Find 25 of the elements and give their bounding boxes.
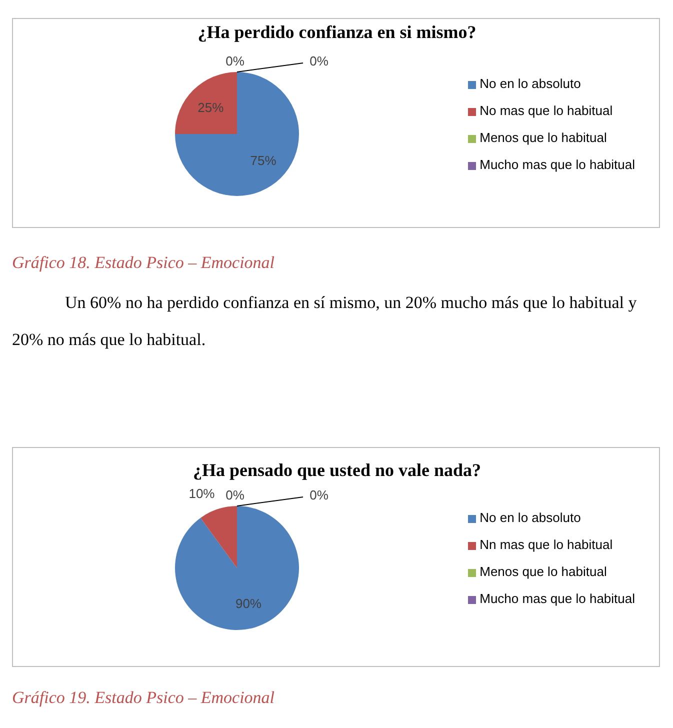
- data-label: 90%: [235, 596, 262, 611]
- legend-label: Mucho mas que lo habitual: [480, 157, 635, 172]
- legend-label: Mucho mas que lo habitual: [480, 591, 635, 606]
- text: Un 60% no ha perdido confianza en sí mismo, un 20% mucho más que lo habitual y 20% no más que lo habitual.: [12, 292, 638, 351]
- text: 0%: [226, 54, 244, 68]
- pie-slice: [175, 506, 299, 630]
- legend-label: Menos que lo habitual: [480, 130, 607, 145]
- data-label: 10%: [188, 486, 216, 502]
- legend-label: No en lo absoluto: [480, 76, 581, 91]
- legend-label: No mas que lo habitual: [480, 103, 613, 118]
- chart-title: ¿Ha perdido confianza en si mismo?: [196, 22, 478, 42]
- legend-label: No en lo absoluto: [480, 510, 581, 525]
- text: Gráfico 18. Estado Psico – Emocional: [12, 253, 276, 273]
- text: Gráfico 19. Estado Psico – Emocional: [12, 688, 276, 708]
- text: 0%: [310, 488, 328, 502]
- pie-slice: [175, 72, 237, 134]
- pie-slice: [175, 72, 299, 196]
- data-label: 75%: [250, 152, 277, 168]
- data-label: 25%: [198, 100, 224, 116]
- text: 0%: [310, 54, 328, 68]
- chart-title: ¿Ha pensado que usted no vale nada?: [192, 460, 482, 480]
- pie-slice: [200, 506, 237, 568]
- legend-label: Menos que lo habitual: [480, 564, 607, 579]
- legend-label: Nn mas que lo habitual: [480, 537, 613, 552]
- text: 0%: [226, 488, 244, 502]
